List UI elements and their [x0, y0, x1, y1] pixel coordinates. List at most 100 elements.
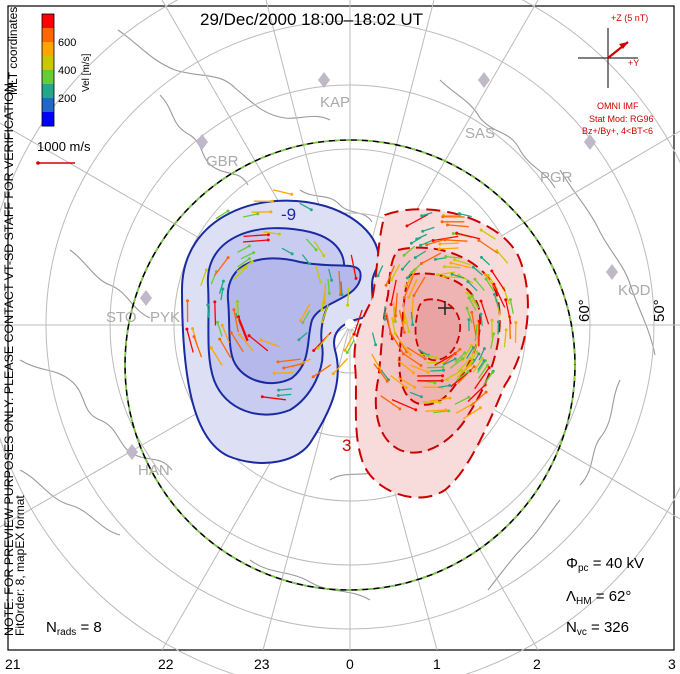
velocity-vector-origin: [290, 252, 294, 256]
velocity-vector-origin: [413, 385, 417, 389]
velocity-vector-origin: [407, 330, 411, 333]
velocity-vector-origin: [425, 243, 429, 247]
stat-phi-value: = 40 kV: [588, 555, 644, 572]
stat-nrads-value: = 8: [76, 619, 102, 636]
velocity-vector-origin: [413, 256, 417, 260]
positive-potential-cell: [353, 208, 529, 499]
velocity-vector: [390, 279, 397, 305]
velocity-vector-origin: [192, 335, 196, 339]
velocity-vector: [312, 364, 332, 378]
colorbar-segment: [42, 112, 54, 127]
velocity-vector-origin: [467, 318, 471, 322]
velocity-vector-origin: [477, 238, 481, 242]
velocity-vector-origin: [472, 365, 476, 369]
colorbar-segment: [42, 42, 54, 57]
velocity-vector: [451, 273, 465, 279]
velocity-vector-origin: [209, 346, 213, 350]
velocity-vector: [390, 264, 401, 281]
velocity-vector: [427, 366, 443, 369]
velocity-vector-origin: [411, 323, 415, 327]
plot-frame: [7, 5, 675, 651]
velocity-vector-origin: [412, 371, 415, 375]
velocity-vector-origin: [465, 306, 469, 310]
velocity-vector: [193, 336, 203, 358]
velocity-vector: [414, 250, 427, 259]
velocity-vector-origin: [414, 408, 418, 412]
velocity-vector: [210, 347, 223, 366]
velocity-vector: [422, 226, 435, 232]
velocity-vector: [454, 259, 471, 266]
velocity-vector: [457, 358, 471, 373]
velocity-vector-origin: [447, 409, 451, 413]
velocity-vector-origin: [426, 370, 430, 374]
velocity-vector-origin: [463, 351, 467, 355]
velocity-vector: [402, 302, 406, 323]
stat-nvc-symbol: N: [566, 619, 577, 636]
velocity-vector: [305, 238, 317, 251]
velocity-vector: [437, 271, 456, 276]
velocity-vector-origin: [269, 210, 273, 214]
imf-y-label: +Y: [628, 58, 640, 68]
velocity-vector: [277, 358, 301, 363]
velocity-vector-origin: [204, 268, 208, 272]
velocity-vector-origin: [412, 294, 416, 297]
velocity-vector-origin: [423, 357, 427, 361]
velocity-vector-origin: [402, 296, 406, 299]
velocity-vector: [434, 353, 456, 366]
velocity-vector-origin: [433, 381, 437, 385]
velocity-vector: [373, 363, 388, 382]
velocity-vector-origin: [270, 199, 274, 203]
velocity-vector-origin: [232, 308, 236, 312]
velocity-vector: [340, 281, 343, 295]
velocity-vector-origin: [319, 280, 322, 284]
velocity-vector-origin: [394, 314, 398, 318]
velocity-vector: [216, 322, 223, 337]
velocity-vector-origin: [467, 395, 471, 399]
velocity-vector-origin: [477, 352, 481, 356]
velocity-vector-origin: [448, 396, 452, 400]
station-sas: SAS: [465, 125, 496, 142]
velocity-vector-origin: [458, 347, 462, 351]
velocity-vector-origin: [440, 379, 444, 383]
velocity-vector: [470, 391, 487, 407]
velocity-vector-origin: [471, 265, 475, 269]
velocity-vector: [439, 247, 459, 250]
velocity-vector-origin: [450, 272, 454, 276]
velocity-vector-origin: [442, 368, 446, 372]
velocity-vector-origin: [393, 332, 397, 335]
velocity-vector: [406, 213, 429, 227]
velocity-vector: [480, 314, 483, 326]
velocity-vector: [314, 265, 322, 283]
velocity-vector: [299, 303, 311, 321]
velocity-vector: [509, 299, 514, 314]
velocity-vector-origin: [191, 327, 195, 331]
velocity-vector-origin: [473, 277, 477, 281]
velocity-vector: [487, 275, 499, 290]
velocity-vector: [404, 313, 410, 332]
mlt-tick-0: 0: [346, 656, 354, 672]
velocity-vector: [411, 297, 414, 318]
stat-nrads-sub: rads: [56, 627, 77, 638]
velocity-vector: [240, 252, 254, 260]
velocity-vector-origin: [442, 265, 446, 269]
velocity-vector: [422, 401, 441, 404]
velocity-vector: [493, 284, 506, 308]
velocity-vector: [281, 247, 293, 255]
colorbar-tick-200: 200: [58, 93, 77, 105]
velocity-vector-origin: [483, 273, 487, 277]
station-gbr: GBR: [206, 153, 239, 170]
velocity-vector: [472, 266, 484, 276]
velocity-vector-origin: [496, 320, 500, 324]
velocity-vector: [391, 333, 404, 355]
velocity-vector: [456, 232, 481, 240]
velocity-vector-origin: [185, 327, 189, 331]
velocity-vector: [272, 189, 292, 195]
velocity-vectors: [185, 189, 518, 420]
velocity-vector-origin: [482, 359, 486, 363]
colorbar-segment: [42, 84, 54, 99]
velocity-vector: [474, 278, 485, 291]
velocity-vector: [321, 293, 325, 310]
velocity-vector-origin: [438, 242, 442, 246]
velocity-vector: [397, 338, 411, 355]
velocity-vector-origin: [340, 293, 344, 297]
